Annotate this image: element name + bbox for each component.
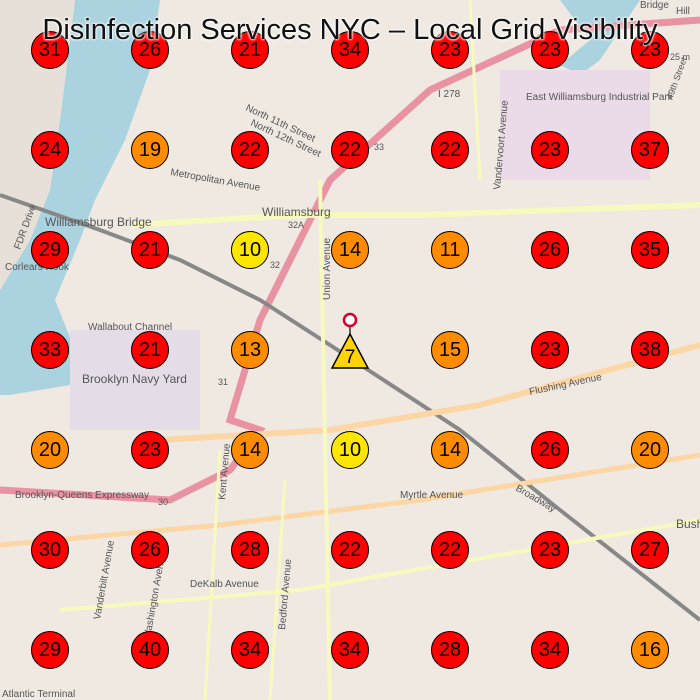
route-33-label: 33 <box>374 142 384 152</box>
union-avenue-road <box>318 179 332 700</box>
bqe-label: Brooklyn-Queens Expressway <box>15 490 149 501</box>
brooklyn-navy-yard-label: Brooklyn Navy Yard <box>82 372 187 386</box>
rank-marker[interactable]: 33 <box>31 331 69 369</box>
rank-marker[interactable]: 34 <box>331 31 369 69</box>
dekalb-avenue-label: DeKalb Avenue <box>190 579 259 590</box>
metropolitan-avenue-road <box>129 202 700 228</box>
rank-marker[interactable]: 29 <box>31 231 69 269</box>
hill-label: Hill <box>676 6 690 17</box>
rank-marker[interactable]: 20 <box>631 431 669 469</box>
rank-marker[interactable]: 37 <box>631 131 669 169</box>
rank-marker[interactable]: 34 <box>531 631 569 669</box>
rank-marker[interactable]: 23 <box>131 431 169 469</box>
rank-marker[interactable]: 26 <box>531 431 569 469</box>
rank-marker[interactable]: 23 <box>531 531 569 569</box>
map-title: Disinfection Services NYC – Local Grid V… <box>42 14 658 46</box>
rank-marker[interactable]: 30 <box>31 531 69 569</box>
myrtle-avenue-label: Myrtle Avenue <box>400 490 464 501</box>
williamsburg-bridge-label: Williamsburg Bridge <box>45 215 152 229</box>
rank-marker[interactable]: 14 <box>431 431 469 469</box>
rank-marker[interactable]: 15 <box>431 331 469 369</box>
rank-marker[interactable]: 16 <box>631 631 669 669</box>
rank-marker[interactable]: 34 <box>331 631 369 669</box>
kent-avenue-road <box>203 449 222 700</box>
rank-marker[interactable]: 22 <box>431 531 469 569</box>
rank-marker[interactable]: 26 <box>131 531 169 569</box>
east-williamsburg-label: East Williamsburg Industrial Park <box>526 92 674 103</box>
location-pin-icon: 7 <box>330 312 370 369</box>
business-location-marker[interactable]: 7 <box>330 312 370 387</box>
rank-marker[interactable]: 26 <box>531 231 569 269</box>
rank-marker[interactable]: 31 <box>31 31 69 69</box>
corlears-hook-label: Corlears Hook <box>5 262 70 273</box>
rank-marker[interactable]: 28 <box>231 531 269 569</box>
union-avenue-label: Union Avenue <box>322 237 333 300</box>
route-32a-label: 32A <box>288 220 304 230</box>
rank-marker[interactable]: 11 <box>431 231 469 269</box>
rank-marker[interactable]: 20 <box>31 431 69 469</box>
rank-marker[interactable]: 23 <box>631 31 669 69</box>
kent-avenue-label: Kent Avenue <box>217 443 233 501</box>
rank-marker[interactable]: 23 <box>531 131 569 169</box>
williamsburg-bridge-road <box>0 193 700 622</box>
rank-marker[interactable]: 22 <box>331 131 369 169</box>
rank-marker[interactable]: 40 <box>131 631 169 669</box>
rank-marker[interactable]: 34 <box>231 631 269 669</box>
rank-marker[interactable]: 23 <box>531 31 569 69</box>
rank-marker[interactable]: 10 <box>331 431 369 469</box>
rank-marker[interactable]: 19 <box>131 131 169 169</box>
rank-marker[interactable]: 21 <box>231 31 269 69</box>
newtown-creek-water <box>560 0 640 75</box>
rank-marker[interactable]: 21 <box>131 331 169 369</box>
wallabout-channel-label: Wallabout Channel <box>88 322 172 333</box>
rank-marker[interactable]: 14 <box>331 231 369 269</box>
route-30-label: 30 <box>158 497 168 507</box>
rank-marker[interactable]: 35 <box>631 231 669 269</box>
industrial-park-area <box>500 70 650 180</box>
route-31-label: 31 <box>218 377 228 387</box>
bedford-avenue-road <box>268 479 287 700</box>
atlantic-terminal-label: Atlantic Terminal <box>2 689 75 700</box>
east-river-water <box>0 0 160 395</box>
rank-marker[interactable]: 22 <box>331 531 369 569</box>
rank-marker[interactable]: 10 <box>231 231 269 269</box>
myrtle-avenue-road <box>0 452 700 548</box>
center-rank-value: 7 <box>345 347 356 368</box>
route-32-label: 32 <box>270 260 280 270</box>
vandervoort-avenue-road <box>468 0 482 181</box>
rank-marker[interactable]: 21 <box>131 231 169 269</box>
rank-marker[interactable]: 22 <box>431 131 469 169</box>
rank-marker[interactable]: 29 <box>31 631 69 669</box>
williamsburg-label: Williamsburg <box>262 205 331 219</box>
rank-marker[interactable]: 28 <box>431 631 469 669</box>
rank-marker[interactable]: 23 <box>431 31 469 69</box>
bridge-label: Bridge <box>640 0 669 11</box>
rank-marker[interactable]: 23 <box>531 331 569 369</box>
elevation-label: 25 m <box>670 52 690 62</box>
rank-marker[interactable]: 24 <box>31 131 69 169</box>
bush-label: Bush <box>676 517 700 531</box>
rank-marker[interactable]: 26 <box>131 31 169 69</box>
rank-marker[interactable]: 27 <box>631 531 669 569</box>
rank-marker[interactable]: 14 <box>231 431 269 469</box>
rank-marker[interactable]: 38 <box>631 331 669 369</box>
i278-label: I 278 <box>438 89 461 100</box>
rank-marker[interactable]: 13 <box>231 331 269 369</box>
rank-marker[interactable]: 22 <box>231 131 269 169</box>
